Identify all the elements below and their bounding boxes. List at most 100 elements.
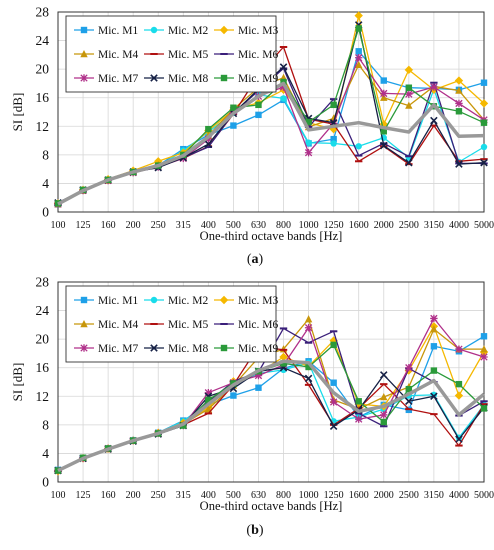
caption-open: (: [246, 523, 251, 538]
x-tick-label: 100: [51, 490, 66, 501]
y-tick-label: 24: [36, 303, 50, 318]
caption-close: ): [259, 252, 264, 267]
data-point: [304, 315, 313, 323]
legend: Mic. M1 Mic. M2 Mic. M3 Mic. M4 Mic. M5 Mic. …: [65, 15, 279, 93]
x-tick-label: 200: [126, 220, 141, 231]
data-point: [280, 95, 287, 102]
data-point: [380, 418, 387, 426]
caption-letter: a: [252, 252, 259, 267]
y-tick-label: 0: [42, 205, 49, 220]
data-point: [355, 398, 362, 405]
x-tick-label: 2500: [399, 220, 419, 231]
legend-entry-label: Mic. M5: [168, 49, 209, 61]
x-tick-label: 160: [101, 220, 116, 231]
caption-close: ): [259, 523, 264, 538]
x-axis-label: One-third octave bands [Hz]: [200, 229, 343, 243]
data-point: [455, 160, 463, 168]
data-point: [230, 392, 237, 399]
data-point: [430, 367, 438, 374]
legend-swatch-marker: [220, 74, 228, 82]
data-point: [355, 48, 362, 55]
x-tick-label: 1250: [324, 490, 344, 501]
y-tick-label: 20: [36, 332, 50, 347]
y-tick-label: 4: [42, 446, 49, 461]
x-tick-label: 125: [76, 220, 91, 231]
chart-panel-a: 0 4 8 12 16 20 24 28 100 125 160 200 250 315 400 500 630…: [10, 5, 494, 268]
data-point: [405, 84, 413, 91]
legend-entry-label: Mic. M8: [168, 343, 209, 355]
data-point: [280, 360, 287, 367]
data-point: [405, 101, 413, 109]
data-point: [304, 374, 313, 383]
data-point: [404, 65, 414, 75]
panel-caption: (b): [246, 523, 263, 538]
data-point: [380, 93, 388, 101]
data-point: [455, 108, 463, 115]
data-point: [480, 119, 488, 126]
data-point: [480, 405, 488, 412]
legend-entry-label: Mic. M6: [238, 319, 279, 331]
legend-swatch-marker: [150, 344, 158, 352]
legend-entry-label: Mic. M9: [238, 343, 279, 355]
data-point: [230, 122, 237, 129]
data-point: [455, 99, 463, 108]
y-axis-label: SI [dB]: [10, 363, 25, 402]
x-tick-label: 2000: [374, 220, 394, 231]
chart-panel-b: 0 4 8 12 16 20 24 28 100 125 160 200 250 315 400 500 630…: [10, 275, 494, 539]
data-point: [380, 411, 388, 419]
data-point: [304, 149, 313, 157]
series-line-mic-m8: [57, 367, 485, 472]
plot-frame: [57, 11, 485, 213]
data-point: [255, 111, 262, 119]
x-tick-label: 500: [226, 490, 241, 501]
data-point: [355, 60, 363, 69]
data-point: [305, 118, 312, 126]
x-tick-label: 800: [276, 220, 291, 231]
data-point: [355, 415, 363, 423]
legend-swatch-marker: [80, 26, 88, 34]
data-point: [380, 128, 387, 135]
legend-swatch-marker: [150, 296, 158, 304]
legend-swatch-marker: [80, 74, 88, 82]
data-point: [304, 324, 313, 332]
panel-caption: (a): [247, 252, 264, 267]
data-point: [355, 54, 363, 62]
y-tick-label: 12: [36, 389, 50, 404]
data-point: [455, 380, 463, 388]
x-tick-label: 3150: [424, 490, 444, 501]
data-point: [430, 343, 438, 350]
data-point: [355, 143, 362, 150]
y-tick-label: 12: [36, 119, 50, 134]
data-point: [279, 352, 288, 362]
legend-entry-label: Mic. M2: [168, 25, 209, 37]
data-point: [480, 353, 488, 361]
legend-swatch-marker: [219, 295, 229, 305]
x-tick-label: 4000: [449, 490, 469, 501]
data-point: [454, 391, 464, 400]
data-point: [204, 140, 213, 148]
data-point: [455, 86, 463, 94]
x-tick-label: 200: [126, 490, 141, 501]
x-tick-label: 2000: [374, 490, 394, 501]
data-point: [330, 140, 337, 147]
legend-entry-label: Mic. M4: [98, 319, 139, 331]
legend-entry-label: Mic. M1: [98, 25, 139, 37]
x-tick-label: 100: [51, 220, 66, 231]
x-tick-label: 1250: [324, 220, 344, 231]
x-tick-label: 630: [251, 220, 266, 231]
y-tick-label: 0: [42, 475, 49, 490]
data-point: [454, 76, 464, 85]
y-tick-label: 28: [36, 275, 50, 290]
data-point: [380, 393, 388, 401]
data-point: [480, 79, 488, 86]
legend-entry-label: Mic. M7: [98, 343, 139, 355]
caption-letter: b: [251, 523, 259, 538]
data-point: [430, 325, 438, 333]
data-point: [355, 25, 362, 32]
x-tick-label: 160: [101, 490, 116, 501]
caption-open: (: [247, 252, 252, 267]
plot-frame: [57, 281, 485, 483]
data-point: [254, 371, 263, 380]
y-tick-label: 16: [36, 360, 50, 375]
legend-swatch-marker: [220, 344, 228, 352]
